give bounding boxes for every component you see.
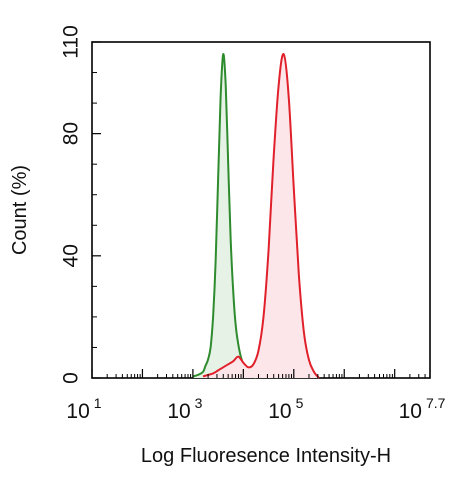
x-major-ticks: [91, 369, 396, 378]
x-axis-title: Log Fluoresence Intensity-H: [141, 445, 391, 467]
x-tick-label: 10 1: [66, 395, 101, 423]
y-tick-label: 80: [60, 122, 83, 145]
y-tick-label: 110: [60, 25, 83, 58]
x-tick-label: 10 5: [268, 395, 303, 423]
x-tick-label: 10 3: [167, 395, 202, 423]
y-tick-label: 0: [60, 372, 83, 384]
x-tick-labels: 10 1 10 3 10 5 10 7.7: [66, 395, 445, 423]
y-ticks: [92, 41, 101, 379]
x-minor-ticks: [106, 374, 431, 378]
plot-area: [91, 41, 431, 379]
x-tick-label: 10 7.7: [399, 395, 446, 423]
series-layer: [192, 53, 320, 379]
y-tick-labels: 0 40 80 110: [60, 25, 83, 384]
y-tick-label: 40: [60, 244, 83, 267]
y-axis-title: Count (%): [9, 165, 31, 255]
series-2-line: [202, 53, 320, 379]
series-1-area: [192, 54, 256, 378]
plot-frame: [91, 41, 431, 379]
